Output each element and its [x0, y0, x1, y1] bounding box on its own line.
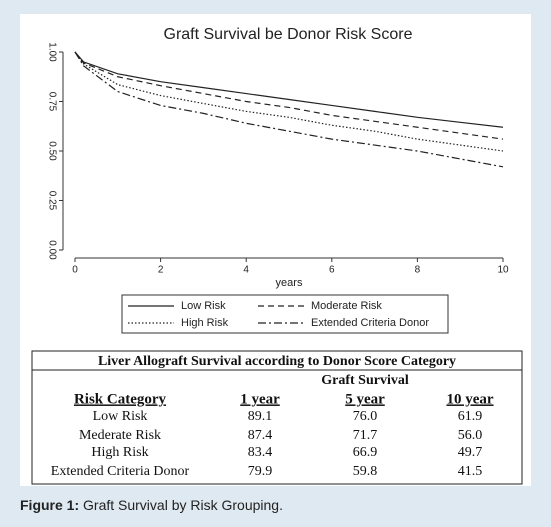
table-cell: 56.0	[458, 428, 483, 443]
table-cell: Low Risk	[93, 409, 148, 424]
table-column-header: Risk Category	[74, 391, 167, 407]
table-box	[31, 350, 523, 485]
survival-line	[74, 51, 504, 168]
legend-label: Low Risk	[181, 300, 226, 312]
chart-title: Graft Survival be Donor Risk Score	[164, 26, 413, 43]
y-tick-label: 0.25	[46, 191, 57, 211]
table-cell: 61.9	[458, 409, 483, 424]
figure-panel	[20, 14, 531, 486]
caption-text: Graft Survival by Risk Grouping.	[79, 497, 283, 513]
x-tick-label: 0	[72, 265, 78, 276]
survival-line	[74, 51, 504, 140]
table-title: Liver Allograft Survival according to Do…	[98, 354, 456, 369]
legend-label: High Risk	[181, 317, 229, 329]
table-cell: 89.1	[248, 409, 273, 424]
table-cell: 83.4	[248, 445, 273, 460]
table-cell: Mederate Risk	[79, 428, 161, 443]
y-tick-label: 0.00	[46, 240, 57, 260]
table-column-header: 10 year	[446, 391, 493, 407]
y-tick-label: 0.75	[46, 92, 57, 112]
legend-label: Extended Criteria Donor	[311, 317, 429, 329]
table-cell: Extended Criteria Donor	[51, 464, 190, 479]
y-tick-label: 1.00	[46, 42, 57, 62]
x-tick-label: 8	[415, 265, 421, 276]
table-column-header: 1 year	[240, 391, 280, 407]
survival-line	[74, 51, 504, 152]
caption-label: Figure 1:	[20, 497, 79, 513]
table-cell: 49.7	[458, 445, 483, 460]
table-cell: 76.0	[353, 409, 378, 424]
table-cell: 41.5	[458, 464, 483, 479]
table-cell: 71.7	[353, 428, 378, 443]
table-cell: 59.8	[353, 464, 378, 479]
table-cell: 66.9	[353, 445, 378, 460]
legend-box	[121, 294, 449, 334]
caption: Figure 1: Graft Survival by Risk Groupin…	[20, 497, 283, 513]
table-cell: 87.4	[248, 428, 273, 443]
x-tick-label: 4	[243, 265, 249, 276]
table-cell: 79.9	[248, 464, 273, 479]
survival-line	[74, 51, 504, 128]
x-axis-label: years	[276, 277, 303, 289]
table-column-header: 5 year	[345, 391, 385, 407]
x-tick-label: 6	[329, 265, 335, 276]
table-group-header: Graft Survival	[321, 373, 409, 388]
y-tick-label: 0.50	[46, 141, 57, 161]
legend-label: Moderate Risk	[311, 300, 382, 312]
table-cell: High Risk	[91, 445, 148, 460]
x-tick-label: 2	[158, 265, 164, 276]
x-tick-label: 10	[497, 265, 509, 276]
